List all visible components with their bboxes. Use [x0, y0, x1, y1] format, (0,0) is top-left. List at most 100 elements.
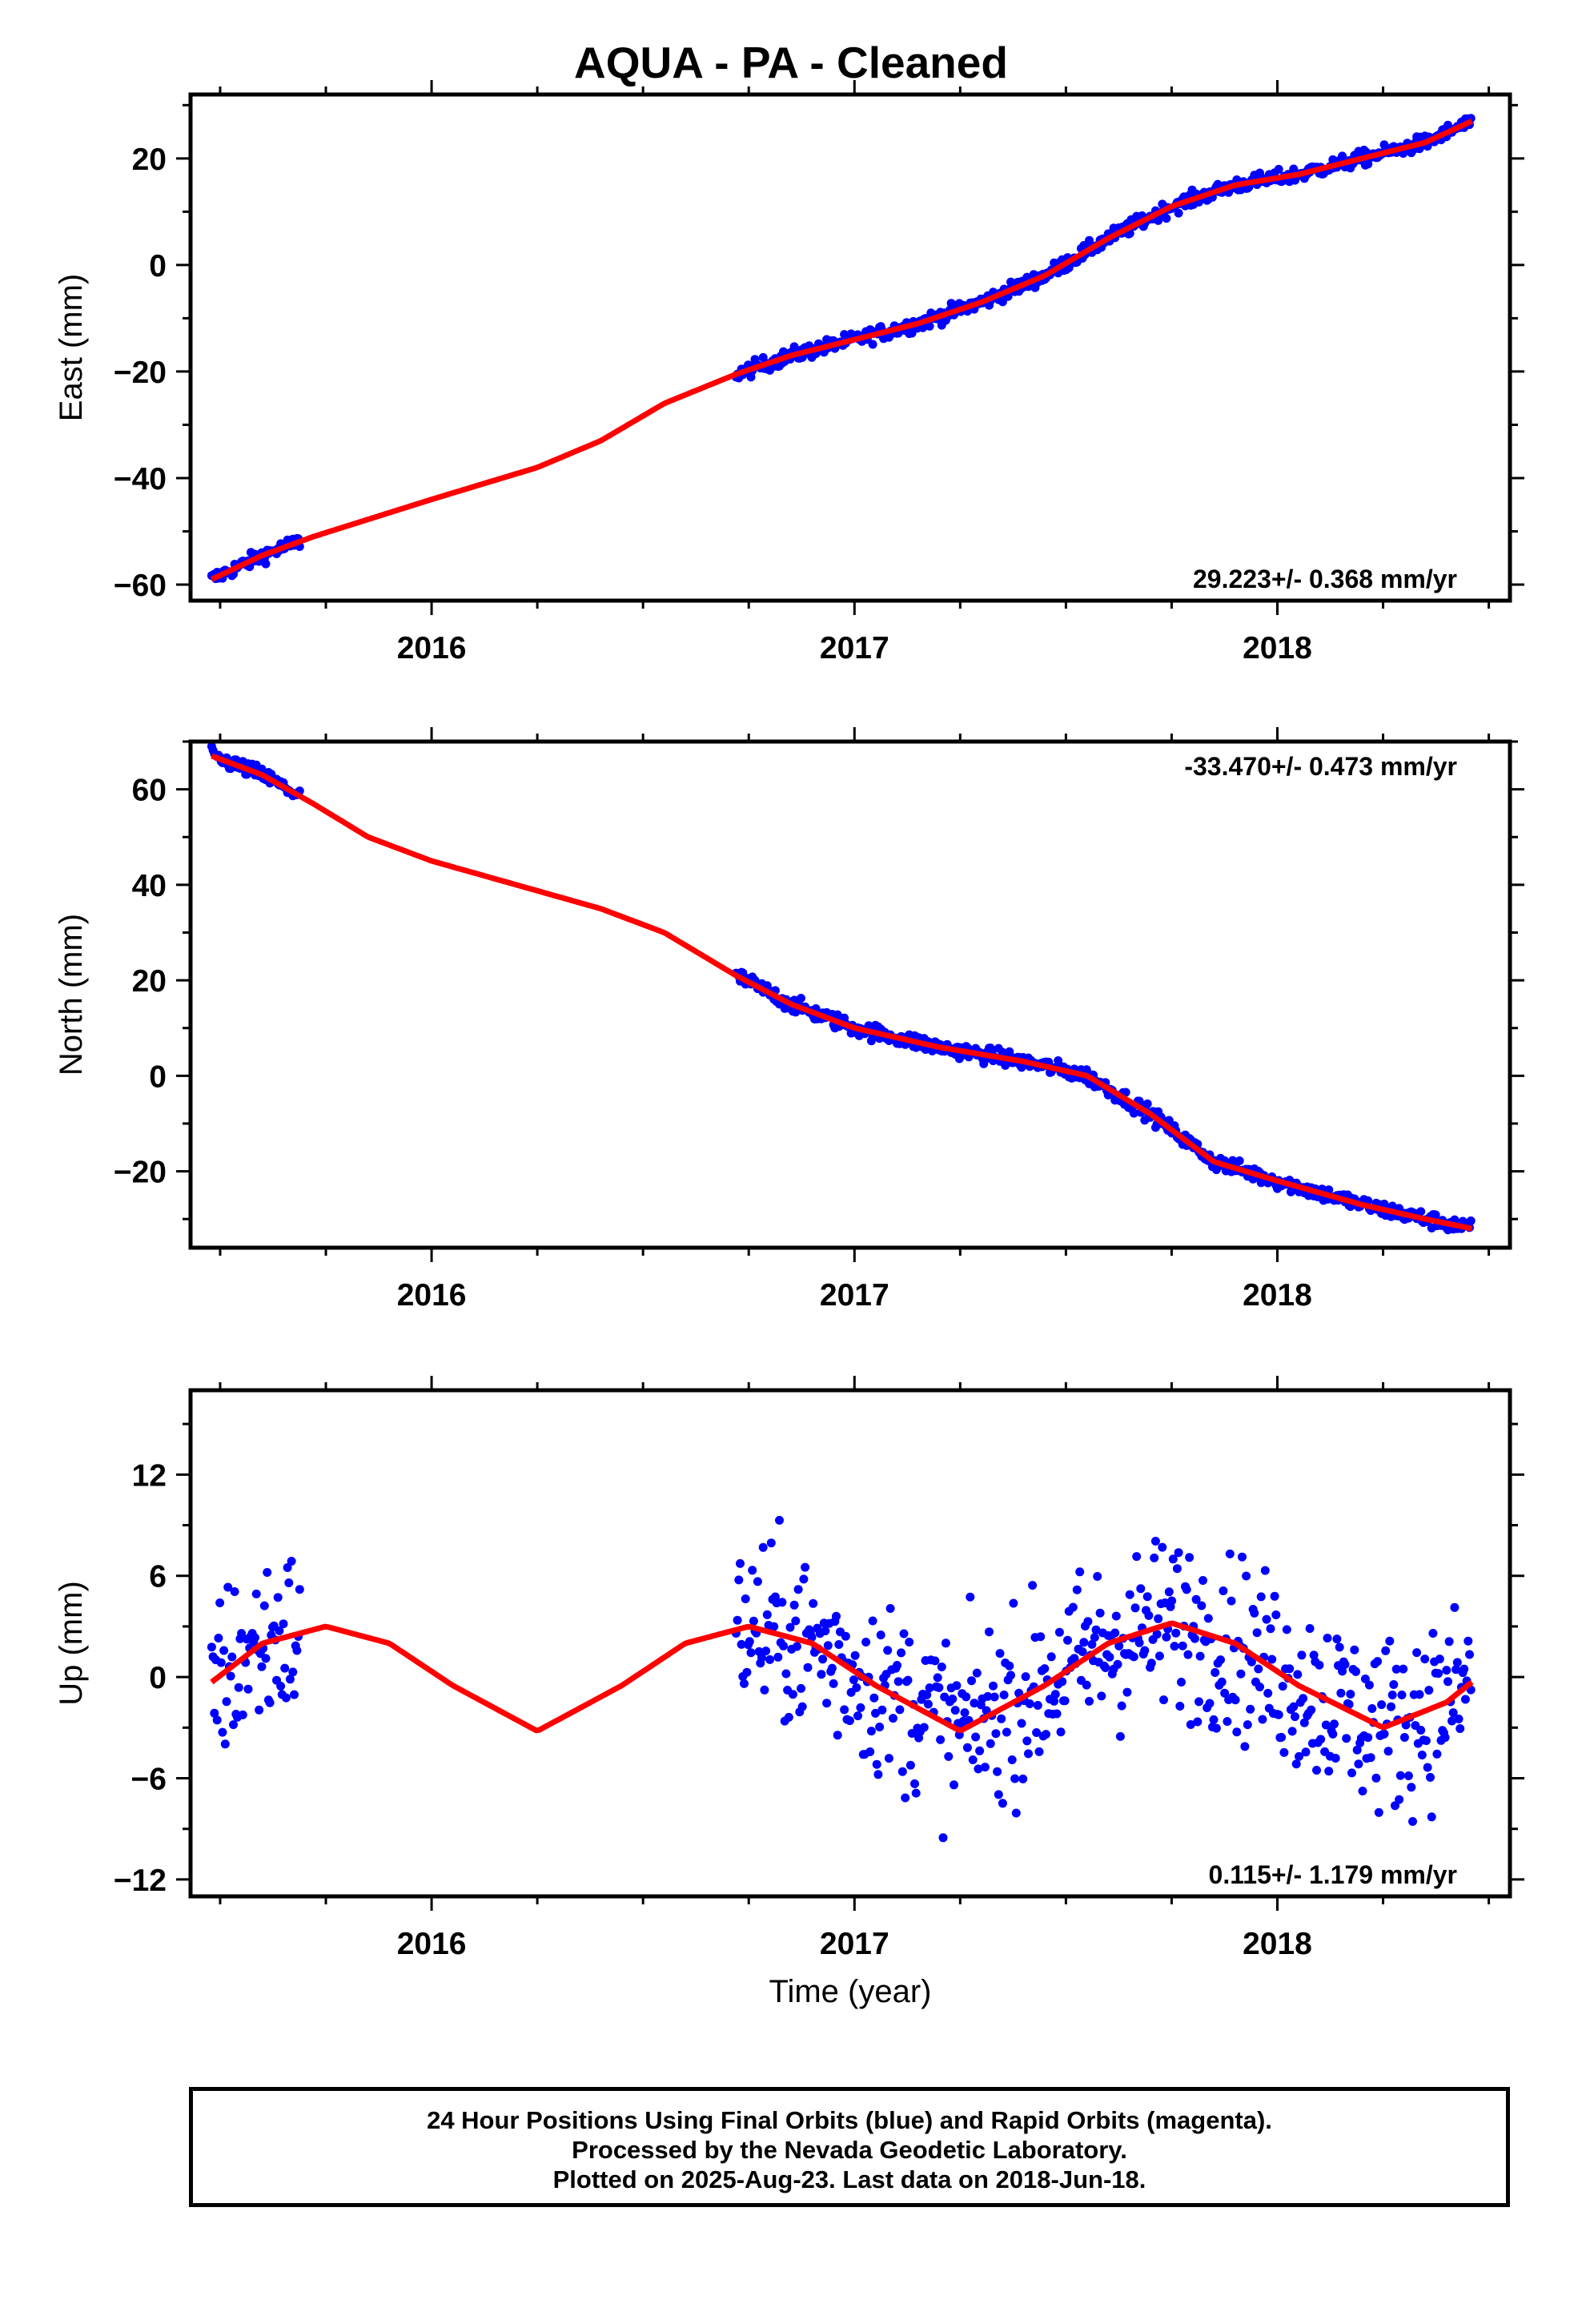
data-point	[1243, 1720, 1252, 1730]
y-tick-label: 12	[132, 1458, 167, 1493]
data-point	[1426, 1772, 1435, 1782]
data-point	[1136, 1584, 1146, 1594]
data-point	[974, 1764, 983, 1774]
data-point	[1254, 1664, 1263, 1674]
data-point	[995, 1649, 1005, 1659]
data-point	[907, 1729, 917, 1738]
data-point	[1374, 1807, 1383, 1817]
data-point	[925, 321, 934, 331]
data-point	[850, 1651, 860, 1660]
data-point	[1399, 1733, 1409, 1742]
data-point	[1435, 1655, 1444, 1664]
data-point	[1387, 1691, 1397, 1699]
data-point	[227, 1652, 237, 1662]
data-point	[789, 1600, 799, 1610]
data-point	[1024, 1749, 1033, 1759]
data-point	[1347, 1768, 1356, 1778]
x-tick-label: 2017	[820, 631, 889, 665]
data-point	[905, 1760, 915, 1770]
data-point	[991, 1729, 1001, 1739]
data-point	[1011, 1808, 1021, 1818]
data-point	[740, 1679, 749, 1688]
data-point	[1150, 1537, 1160, 1546]
data-point	[1260, 1566, 1270, 1575]
data-point	[1182, 1585, 1191, 1594]
data-point	[210, 1708, 219, 1718]
data-point	[1277, 1732, 1287, 1742]
data-point	[889, 1714, 897, 1723]
data-point	[1193, 1717, 1203, 1727]
data-point	[1195, 1697, 1203, 1707]
data-point	[1079, 1638, 1089, 1647]
data-point	[1416, 1726, 1426, 1735]
data-point	[1415, 1690, 1424, 1699]
data-point	[223, 1582, 233, 1592]
data-point	[214, 1634, 223, 1642]
y-tick-label: 0	[149, 249, 167, 283]
data-point	[999, 1691, 1009, 1699]
data-point	[910, 1779, 919, 1788]
data-point	[281, 1693, 291, 1703]
data-point	[734, 1575, 744, 1585]
data-point	[1142, 1099, 1152, 1108]
data-point	[1056, 1727, 1066, 1737]
data-point	[1115, 1731, 1125, 1741]
data-point	[865, 1747, 875, 1756]
rate-label: 0.115+/- 1.179 mm/yr	[1209, 1860, 1457, 1889]
data-point	[1403, 1771, 1413, 1780]
data-point	[1174, 208, 1183, 218]
data-point	[925, 1683, 934, 1693]
data-point	[1050, 1690, 1060, 1699]
data-point	[1315, 1660, 1324, 1670]
data-point	[1225, 1549, 1235, 1558]
data-point	[1219, 1586, 1228, 1595]
data-point	[1183, 1650, 1193, 1659]
data-point	[936, 1735, 946, 1744]
data-point	[970, 1699, 979, 1708]
data-point	[1267, 1655, 1277, 1664]
data-point	[220, 1739, 230, 1749]
x-tick-label: 2018	[1243, 631, 1312, 665]
fit-curve	[211, 753, 1473, 1232]
data-point	[1442, 1666, 1452, 1675]
data-point	[1140, 1646, 1150, 1655]
data-point	[736, 1558, 745, 1568]
data-point	[218, 1727, 227, 1737]
data-point	[1443, 1677, 1452, 1687]
data-point	[952, 1681, 962, 1691]
x-tick-label: 2017	[820, 1278, 889, 1313]
data-point	[261, 1654, 271, 1663]
data-point	[948, 1695, 958, 1703]
data-point	[834, 1640, 844, 1649]
data-point	[1036, 1632, 1046, 1642]
data-point	[1332, 1634, 1342, 1644]
data-point	[761, 1647, 771, 1656]
data-point	[993, 1767, 1002, 1776]
data-point	[994, 1790, 1003, 1799]
data-point	[1330, 1719, 1339, 1729]
data-point	[243, 1684, 253, 1694]
data-point	[933, 1673, 942, 1683]
footer-note: 24 Hour Positions Using Final Orbits (bl…	[189, 2087, 1510, 2207]
data-point	[797, 1683, 805, 1693]
data-point	[968, 1755, 978, 1764]
data-point	[1371, 1773, 1381, 1783]
data-point	[737, 1639, 746, 1649]
y-axis-label: Up (mm)	[54, 1581, 89, 1706]
data-point	[1324, 1767, 1334, 1776]
data-point	[1416, 1207, 1426, 1216]
data-point	[1063, 1635, 1072, 1645]
data-point	[758, 1542, 768, 1552]
data-point	[1407, 1783, 1416, 1792]
data-point	[1431, 1210, 1440, 1220]
data-point	[1331, 1754, 1340, 1763]
data-point	[1091, 1625, 1101, 1634]
data-point	[876, 1630, 885, 1640]
data-point	[1387, 1702, 1395, 1711]
data-point	[1299, 1694, 1308, 1703]
data-point	[1399, 1664, 1408, 1674]
data-point	[791, 1007, 801, 1017]
data-point	[1007, 1755, 1017, 1764]
data-point	[1423, 1763, 1432, 1772]
data-point	[960, 1708, 970, 1718]
